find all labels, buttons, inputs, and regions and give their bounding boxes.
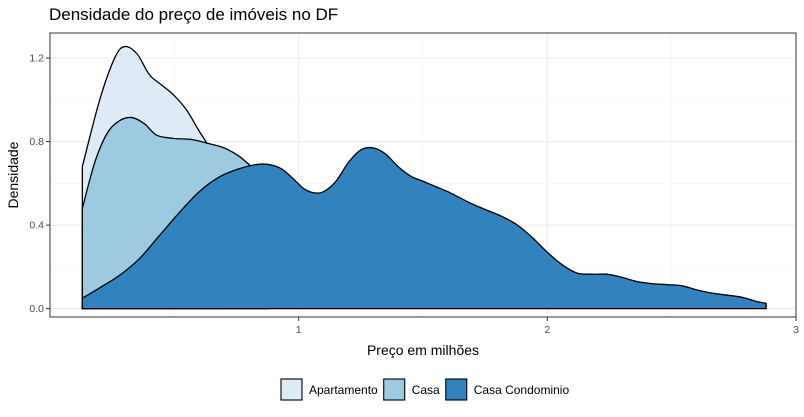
x-tick-label: 3: [793, 324, 799, 336]
legend: Apartamento Casa Casa Condominio: [280, 378, 570, 401]
chart-title: Densidade do preço de imóveis no DF: [49, 5, 338, 24]
density-area-2: [81, 146, 767, 310]
legend-label-2: Casa Condominio: [474, 383, 570, 397]
plot-panel: [49, 32, 797, 318]
y-axis-title: Densidade: [5, 141, 21, 208]
y-tick-label: 0.0: [29, 303, 44, 315]
legend-swatch-2: [445, 378, 468, 401]
legend-label-1: Casa: [412, 383, 440, 397]
y-tick-label: 0.4: [29, 220, 44, 232]
y-tick-label: 1.2: [29, 53, 44, 65]
x-tick-label: 2: [544, 324, 550, 336]
legend-swatch-0: [280, 378, 303, 401]
density-areas: [81, 45, 767, 310]
x-axis-title: Preço em milhões: [367, 342, 479, 358]
y-tick-label: 0.8: [29, 136, 44, 148]
legend-label-0: Apartamento: [309, 383, 378, 397]
axis-ticks: 1 2 3 0.0 0.4 0.8 1.2: [29, 53, 799, 336]
legend-swatch-1: [383, 378, 406, 401]
x-tick-label: 1: [296, 324, 302, 336]
